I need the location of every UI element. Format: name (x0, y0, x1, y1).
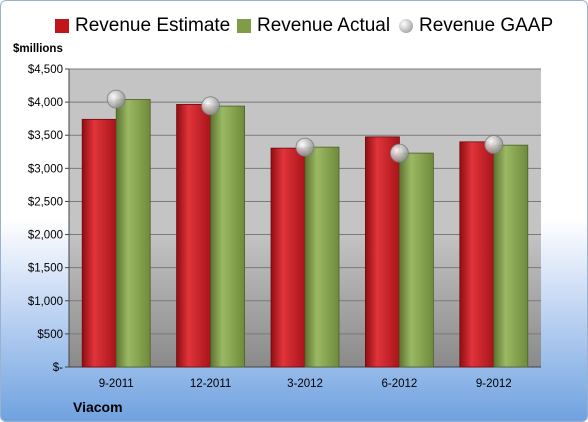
x-tick-label: 12-2011 (190, 378, 231, 390)
legend-swatch-estimate (55, 19, 69, 33)
legend-item-actual: Revenue Actual (237, 15, 390, 37)
bar-revenue-actual (304, 146, 340, 368)
legend-label-estimate: Revenue Estimate (75, 15, 231, 36)
marker-revenue-gaap (201, 96, 221, 116)
x-tick-label: 3-2012 (287, 378, 323, 390)
bar-revenue-actual (115, 99, 151, 368)
y-tick-label: $3,000 (28, 163, 63, 175)
x-tick-label: 6-2012 (381, 378, 417, 390)
bar-revenue-estimate (270, 147, 306, 368)
y-axis-unit-label: $millions (13, 43, 63, 55)
x-tick-label: 9-2011 (99, 378, 134, 390)
bar-revenue-actual (210, 105, 246, 368)
legend-label-actual: Revenue Actual (257, 15, 391, 36)
legend-swatch-actual (237, 19, 251, 33)
marker-revenue-gaap (389, 143, 409, 163)
y-tick-label: $- (53, 362, 63, 374)
y-tick-label: $4,000 (28, 97, 63, 109)
y-tick-label: $1,500 (28, 263, 63, 275)
legend-swatch-gaap (399, 19, 413, 33)
marker-revenue-gaap (295, 137, 315, 157)
chart-legend: Revenue Estimate Revenue Actual Revenue … (1, 15, 587, 45)
legend-item-estimate: Revenue Estimate (55, 15, 230, 37)
company-name: Viacom (73, 399, 123, 415)
legend-label-gaap: Revenue GAAP (419, 15, 554, 36)
bar-revenue-actual (398, 152, 434, 368)
y-tick-label: $2,500 (28, 196, 63, 208)
bar-revenue-actual (493, 144, 529, 368)
bar-revenue-estimate (176, 104, 212, 368)
marker-revenue-gaap (484, 135, 504, 154)
bar-revenue-estimate (459, 141, 495, 368)
legend-item-gaap: Revenue GAAP (399, 15, 553, 37)
y-tick-label: $1,000 (28, 296, 63, 308)
y-tick-label: $2,000 (28, 230, 63, 242)
y-tick-label: $3,500 (28, 130, 63, 142)
y-tick-label: $4,500 (28, 64, 63, 76)
marker-revenue-gaap (106, 89, 126, 109)
bar-revenue-estimate (364, 136, 400, 368)
x-tick-label: 9-2012 (476, 378, 512, 390)
bar-revenue-estimate (81, 118, 117, 368)
y-tick-label: $500 (37, 329, 63, 341)
